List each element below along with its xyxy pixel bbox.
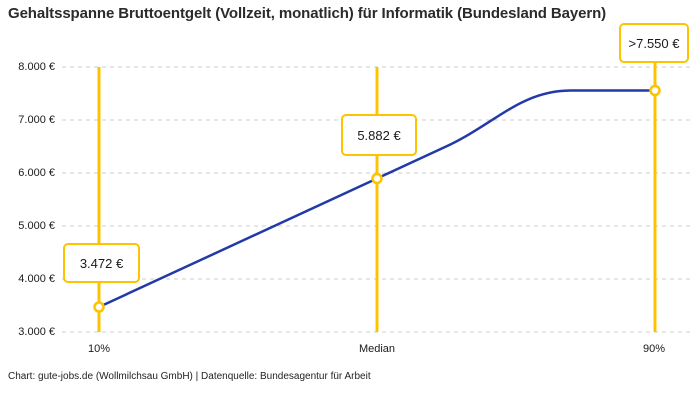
value-label-p10: 3.472 € bbox=[79, 255, 124, 271]
x-tick-median: Median bbox=[358, 343, 396, 355]
value-callout-p10: 3.472 € bbox=[63, 243, 140, 283]
y-tick-3000: 3.000 € bbox=[18, 326, 55, 338]
marker-p90 bbox=[649, 84, 661, 97]
chart-title: Gehaltsspanne Bruttoentgelt (Vollzeit, m… bbox=[8, 5, 607, 22]
y-tick-6000: 6.000 € bbox=[18, 167, 55, 179]
y-tick-4000: 4.000 € bbox=[18, 273, 55, 285]
data-point-markers bbox=[93, 84, 661, 313]
y-tick-7000: 7.000 € bbox=[18, 114, 55, 126]
value-callout-median: 5.882 € bbox=[341, 114, 417, 156]
value-callout-p90: >7.550 € bbox=[619, 23, 689, 63]
chart-source-attribution: Chart: gute-jobs.de (Wollmilchsau GmbH) … bbox=[8, 371, 371, 382]
value-label-median: 5.882 € bbox=[357, 127, 401, 143]
y-tick-5000: 5.000 € bbox=[18, 220, 55, 232]
value-label-p90: >7.550 € bbox=[628, 35, 680, 51]
x-tick-10: 10% bbox=[87, 343, 111, 355]
salary-curve bbox=[97, 89, 657, 309]
x-tick-90: 90% bbox=[642, 343, 666, 355]
marker-p10 bbox=[93, 301, 105, 313]
marker-median bbox=[371, 172, 383, 185]
percentile-lines bbox=[97, 63, 657, 332]
y-tick-8000: 8.000 € bbox=[18, 61, 55, 73]
